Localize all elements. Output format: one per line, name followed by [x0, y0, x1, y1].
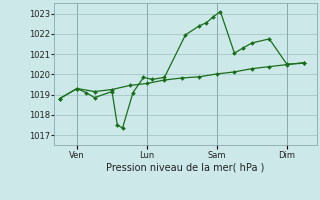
- X-axis label: Pression niveau de la mer( hPa ): Pression niveau de la mer( hPa ): [106, 163, 265, 173]
